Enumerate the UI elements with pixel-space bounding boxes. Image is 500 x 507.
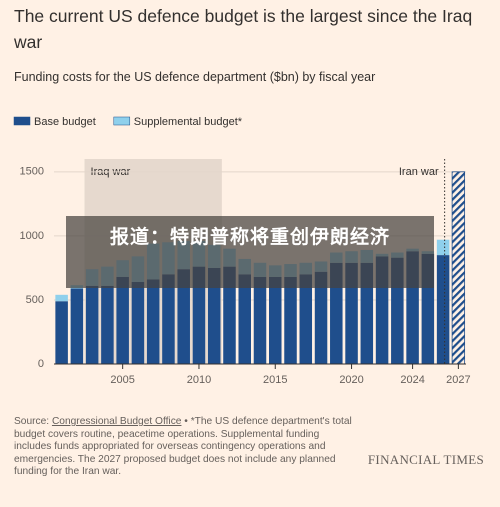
bar: [314, 271, 328, 364]
y-tick-label: 0: [38, 358, 44, 370]
y-tick-label: 1000: [20, 230, 44, 242]
legend-swatch: [13, 116, 31, 126]
footnote: Source: Congressional Budget Office • *T…: [14, 416, 354, 479]
bar: [131, 282, 145, 364]
bar: [253, 276, 267, 364]
bar: [223, 266, 236, 364]
bar: [345, 262, 358, 364]
x-tick-label: 2015: [263, 374, 287, 386]
bar: [284, 276, 297, 364]
x-tick-label: 2010: [187, 374, 211, 386]
bar: [55, 294, 68, 302]
x-tick-label: 2024: [400, 374, 424, 386]
bar: [330, 262, 343, 364]
legend-label: Base budget: [34, 116, 96, 128]
bar: [70, 288, 84, 364]
bar: [192, 266, 206, 364]
bar: [116, 276, 129, 364]
overlay-caption: 报道：特朗普称将重创伊朗经济: [66, 216, 434, 288]
marker-label: Iran war: [399, 166, 439, 178]
bar: [238, 274, 251, 364]
bar: [360, 262, 374, 364]
note: • *The US defence department's total bud…: [14, 416, 352, 477]
source[interactable]: Congressional Budget Office: [51, 416, 182, 427]
chart-subtitle: Funding costs for the US defence departm…: [14, 70, 376, 84]
legend-swatch: [113, 116, 131, 126]
legend-label: Supplemental budget*: [134, 116, 243, 128]
bar: [177, 269, 190, 364]
chart-title: The current US defence budget is the lar…: [14, 6, 473, 52]
bar: [299, 274, 313, 364]
bar: [55, 301, 68, 364]
bar: [101, 285, 114, 364]
bar: [85, 285, 99, 364]
y-tick-label: 1500: [20, 166, 44, 178]
bar: [162, 274, 175, 364]
x-tick-label: 2005: [110, 374, 134, 386]
publisher-logo: FINANCIAL TIMES: [367, 452, 484, 467]
x-tick-label: 2020: [339, 374, 363, 386]
x-tick-label: 2027: [446, 374, 470, 386]
bar: [146, 279, 160, 364]
bar: [436, 255, 450, 364]
y-tick-label: 500: [26, 294, 44, 306]
bar: [436, 239, 450, 256]
source-label: Source:: [14, 416, 50, 427]
bar-proposed: [451, 171, 466, 365]
bar: [269, 276, 282, 364]
bar: [207, 267, 221, 364]
